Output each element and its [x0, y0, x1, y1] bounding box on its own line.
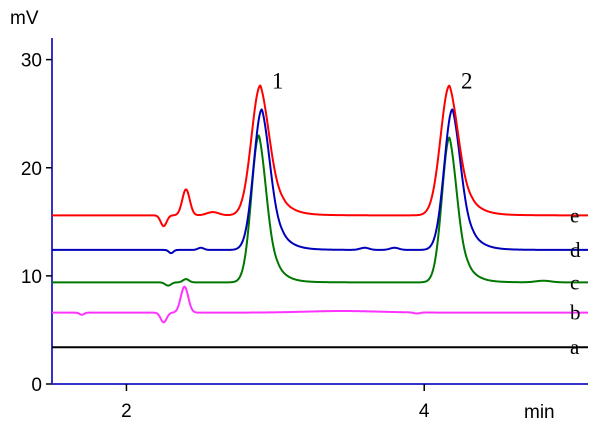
y-ticks: 0 10 20 30: [21, 51, 52, 396]
peak-label-1: 1: [272, 69, 284, 94]
series-line-d: [51, 108, 589, 255]
series-label-d: d: [570, 238, 581, 262]
y-tick-label: 0: [31, 375, 42, 396]
series-line-c: [51, 134, 589, 287]
peak-label-2: 2: [461, 69, 473, 94]
series-line-e: [51, 84, 589, 228]
y-tick-label: 30: [21, 51, 42, 72]
series-label-e: e: [570, 203, 579, 227]
series-label-b: b: [570, 301, 581, 325]
y-tick-label: 20: [21, 159, 42, 180]
x-tick-label: 4: [419, 401, 430, 422]
axes: [51, 38, 588, 385]
x-axis-unit-label: min: [524, 402, 555, 423]
series-label-a: a: [570, 335, 580, 359]
series-line-b: [51, 285, 589, 324]
series-label-c: c: [570, 270, 579, 294]
series-lines: [51, 84, 589, 349]
y-axis-unit-label: mV: [10, 8, 39, 29]
x-tick-label: 2: [121, 401, 132, 422]
y-tick-label: 10: [21, 267, 42, 288]
